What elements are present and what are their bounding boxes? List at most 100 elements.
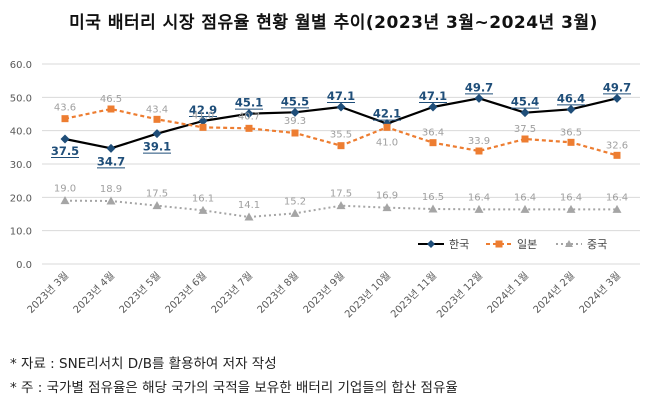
data-point xyxy=(475,147,483,155)
legend-label: 한국 xyxy=(449,238,469,251)
data-point xyxy=(612,93,622,103)
data-point xyxy=(428,102,438,112)
data-point xyxy=(337,142,345,150)
data-label: 47.1 xyxy=(327,89,355,103)
data-point xyxy=(60,134,70,144)
data-label: 18.9 xyxy=(100,184,122,195)
data-label: 17.5 xyxy=(330,189,352,200)
data-label: 16.1 xyxy=(192,193,214,204)
x-tick-label: 2023년 4월 xyxy=(71,270,117,316)
data-label: 16.4 xyxy=(606,192,628,203)
data-label: 43.6 xyxy=(54,103,76,114)
data-point xyxy=(61,115,69,123)
data-label: 45.1 xyxy=(235,96,263,110)
data-point xyxy=(245,124,253,132)
data-point xyxy=(244,212,254,221)
data-point xyxy=(290,208,300,217)
x-tick-label: 2023년 8월 xyxy=(255,270,301,316)
data-label: 19.0 xyxy=(54,184,76,195)
x-tick-label: 2023년 3월 xyxy=(25,270,71,316)
data-label: 34.7 xyxy=(97,154,125,168)
legend-marker xyxy=(495,240,503,248)
data-point xyxy=(106,143,116,153)
data-label: 46.5 xyxy=(100,94,122,105)
x-tick-label: 2024년 1월 xyxy=(485,270,531,316)
data-point xyxy=(612,204,622,213)
x-tick-label: 2023년 6월 xyxy=(163,270,209,316)
data-label: 46.4 xyxy=(557,91,585,105)
data-point xyxy=(382,203,392,212)
y-tick-label: 0.0 xyxy=(16,260,32,271)
x-tick-label: 2023년 11월 xyxy=(388,270,439,321)
data-point xyxy=(520,204,530,213)
data-label: 49.7 xyxy=(603,80,631,94)
x-tick-label: 2023년 5월 xyxy=(117,270,163,316)
y-tick-label: 30.0 xyxy=(10,160,32,171)
data-label: 47.1 xyxy=(419,89,447,103)
data-label: 16.9 xyxy=(376,191,398,202)
data-point xyxy=(474,93,484,103)
data-point xyxy=(566,204,576,213)
notes: * 자료 : SNE리서치 D/B를 활용하여 저자 작성 * 주 : 국가별 … xyxy=(10,352,458,400)
data-point xyxy=(474,204,484,213)
data-point xyxy=(199,123,207,131)
data-point xyxy=(290,107,300,117)
x-tick-label: 2023년 7월 xyxy=(209,270,255,316)
data-point xyxy=(336,201,346,210)
y-tick-label: 60.0 xyxy=(10,60,32,71)
data-point xyxy=(520,108,530,118)
data-label: 45.4 xyxy=(511,95,539,109)
data-label: 39.1 xyxy=(143,140,171,154)
data-point xyxy=(429,139,437,147)
x-tick-label: 2023년 9월 xyxy=(301,270,347,316)
data-label: 37.5 xyxy=(51,144,79,158)
data-point xyxy=(382,119,392,129)
data-point xyxy=(428,204,438,213)
data-label: 41.0 xyxy=(192,110,214,121)
remark-note: * 주 : 국가별 점유율은 해당 국가의 국적을 보유한 배터리 기업들의 합… xyxy=(10,380,458,396)
data-label: 16.4 xyxy=(468,192,490,203)
data-label: 32.6 xyxy=(606,140,628,151)
data-label: 16.4 xyxy=(514,192,536,203)
y-tick-label: 40.0 xyxy=(10,127,32,138)
x-tick-label: 2023년 10월 xyxy=(342,270,393,321)
data-label: 33.9 xyxy=(468,136,490,147)
data-point xyxy=(521,135,529,143)
source-note: * 자료 : SNE리서치 D/B를 활용하여 저자 작성 xyxy=(10,356,277,372)
data-point xyxy=(60,196,70,205)
data-label: 36.5 xyxy=(560,127,582,138)
data-point xyxy=(107,105,115,113)
data-label: 15.2 xyxy=(284,196,306,207)
data-point xyxy=(567,138,575,146)
data-label: 42.9 xyxy=(189,103,217,117)
data-label: 49.7 xyxy=(465,80,493,94)
data-label: 40.7 xyxy=(238,111,260,122)
legend-marker xyxy=(427,240,435,248)
data-point xyxy=(152,129,162,139)
x-tick-label: 2023년 12월 xyxy=(434,270,485,321)
data-label: 14.1 xyxy=(238,200,260,211)
data-point xyxy=(566,104,576,114)
legend-label: 일본 xyxy=(517,237,537,251)
data-point xyxy=(613,151,621,159)
y-tick-label: 10.0 xyxy=(10,227,32,238)
data-label: 17.5 xyxy=(146,189,168,200)
y-tick-label: 50.0 xyxy=(10,93,32,104)
data-label: 37.5 xyxy=(514,124,536,135)
x-tick-label: 2024년 2월 xyxy=(531,270,577,316)
chart-title: 미국 배터리 시장 점유율 현황 월별 추이(2023년 3월~2024년 3월… xyxy=(69,13,598,33)
data-point xyxy=(291,129,299,137)
data-point xyxy=(198,205,208,214)
data-point xyxy=(152,201,162,210)
data-label: 39.3 xyxy=(284,116,306,127)
data-label: 16.5 xyxy=(422,192,444,203)
data-label: 36.4 xyxy=(422,128,444,139)
data-label: 41.0 xyxy=(376,137,398,148)
data-label: 43.4 xyxy=(146,104,168,115)
data-label: 16.4 xyxy=(560,192,582,203)
data-label: 42.1 xyxy=(373,107,401,121)
legend-marker xyxy=(565,240,573,247)
y-tick-label: 20.0 xyxy=(10,193,32,204)
legend-label: 중국 xyxy=(587,238,607,251)
